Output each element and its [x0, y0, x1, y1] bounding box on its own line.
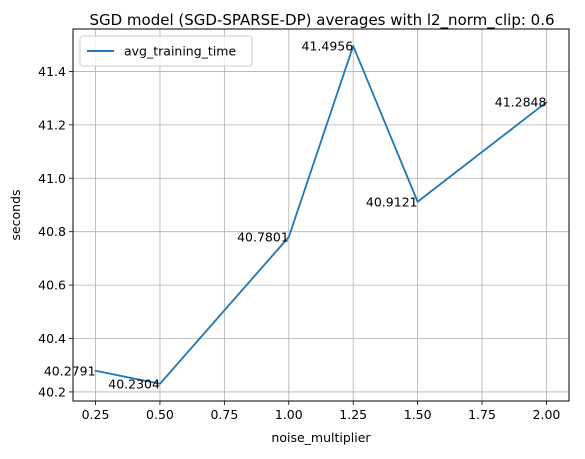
- data-label: 40.7801: [237, 230, 289, 245]
- grid: [73, 29, 569, 401]
- legend: avg_training_time: [79, 35, 253, 67]
- series-layer: [94, 45, 548, 385]
- x-tick-label: 2.00: [533, 407, 561, 422]
- x-tick-label: 0.25: [82, 407, 110, 422]
- x-tick-label: 0.75: [210, 407, 238, 422]
- y-tick-label: 40.8: [38, 224, 66, 239]
- y-tick-label: 41.0: [38, 171, 66, 186]
- legend-label: avg_training_time: [124, 44, 236, 59]
- y-tick-label: 40.6: [38, 278, 66, 293]
- axis-ticks: 0.25 0.50 0.75 1.00 1.25 1.50 1.75 2.00 40.2 40.4…: [38, 64, 560, 422]
- series-line-avg-training-time: [94, 45, 548, 385]
- x-axis-label: noise_multiplier: [271, 430, 371, 445]
- x-tick-label: 1.50: [404, 407, 432, 422]
- data-labels: 40.2791 40.2304 40.7801 41.4956 40.9121 41.28…: [44, 38, 547, 391]
- data-label: 40.9121: [366, 194, 418, 209]
- y-tick-label: 41.4: [38, 64, 66, 79]
- x-tick-label: 0.50: [146, 407, 174, 422]
- y-tick-label: 41.2: [38, 117, 66, 132]
- x-tick-label: 1.25: [339, 407, 367, 422]
- y-tick-label: 40.2: [38, 384, 66, 399]
- data-label: 41.2848: [495, 95, 547, 110]
- legend-box: [79, 35, 253, 67]
- plot-frame: [72, 28, 570, 402]
- y-tick-label: 40.4: [38, 331, 66, 346]
- data-label: 40.2304: [108, 376, 160, 391]
- y-axis-label: seconds: [8, 189, 23, 240]
- chart-title: SGD model (SGD-SPARSE-DP) averages with …: [89, 11, 554, 30]
- data-label: 41.4956: [302, 38, 354, 53]
- x-tick-label: 1.75: [468, 407, 496, 422]
- data-label: 40.2791: [44, 363, 96, 378]
- x-tick-label: 1.00: [275, 407, 303, 422]
